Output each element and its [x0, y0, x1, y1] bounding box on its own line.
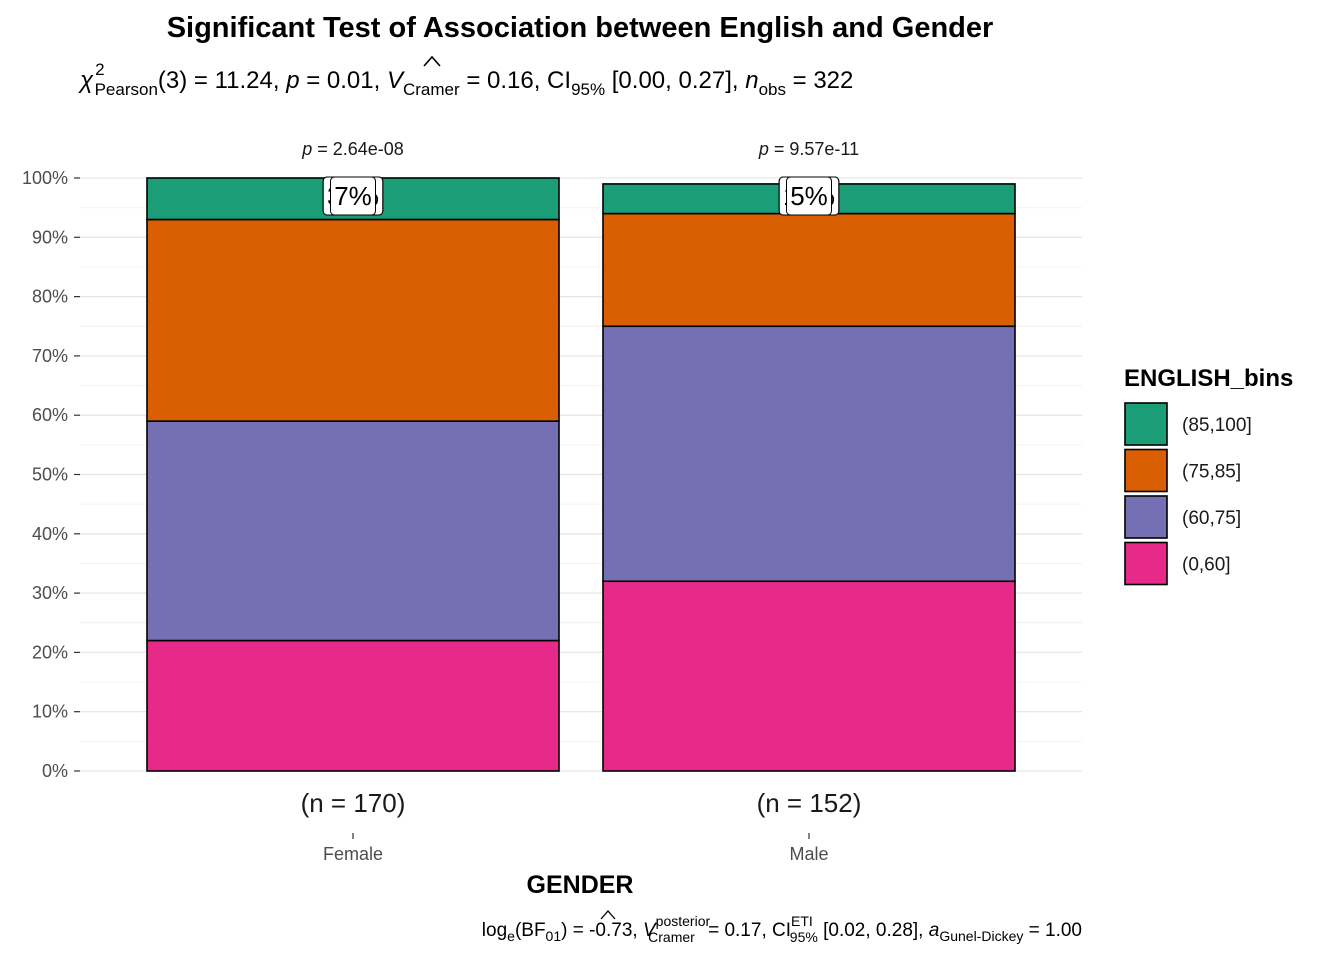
v-hat-accent [423, 55, 441, 67]
chart-title: Significant Test of Association between … [167, 12, 994, 44]
v-hat-posterior-accent [600, 910, 616, 920]
legend-swatch [1124, 495, 1168, 539]
y-tick-label: 40% [32, 524, 68, 544]
data-label-box [330, 176, 376, 216]
chart-caption: loge(BF01) = -0.73, Vposterior Cramer = 0… [482, 913, 1082, 945]
bar-segment [146, 639, 560, 772]
bar-segment [602, 212, 1016, 328]
y-tick-label: 60% [32, 405, 68, 425]
x-tick-label: Female [323, 844, 383, 864]
x-axis: (n = 170) Female (n = 152) Male [301, 788, 862, 864]
y-tick-label: 90% [32, 227, 68, 247]
y-axis-ticks: 0% 10% 20% 30% 40% 50% 60% 70% 80% 90% 100% [22, 168, 80, 781]
p-value-label: p = 9.57e-11 [758, 139, 859, 159]
bar-segment [602, 580, 1016, 772]
bar-segment [602, 325, 1016, 583]
sample-size-label: (n = 170) [301, 788, 406, 818]
legend-label: (85,100] [1182, 415, 1252, 436]
y-tick-label: 0% [42, 761, 68, 781]
y-tick-label: 100% [22, 168, 68, 188]
p-value-label: p = 2.64e-08 [301, 139, 404, 159]
legend-title: ENGLISH_bins [1124, 365, 1293, 392]
legend: ENGLISH_bins (85,100] (75,85] (60,75] (0,60… [1124, 365, 1293, 586]
bar-segment [146, 218, 560, 422]
bar-segment [146, 420, 560, 642]
legend-label: (60,75] [1182, 508, 1241, 529]
y-tick-label: 10% [32, 702, 68, 722]
y-tick-label: 70% [32, 346, 68, 366]
data-label: 5% [790, 181, 828, 211]
legend-label: (75,85] [1182, 462, 1241, 483]
x-tick-label: Male [789, 844, 828, 864]
x-axis-title: GENDER [527, 871, 634, 899]
sample-size-label: (n = 152) [757, 788, 862, 818]
legend-swatch [1124, 541, 1168, 586]
y-tick-label: 30% [32, 583, 68, 603]
p-value-labels: p = 2.64e-08 p = 9.57e-11 [301, 139, 859, 159]
chart-subtitle: χ 2 Pearson(3) = 11.24, p = 0.01, VCramer … [78, 60, 853, 99]
data-label: 7% [334, 181, 372, 211]
y-tick-label: 50% [32, 465, 68, 485]
y-tick-label: 80% [32, 287, 68, 307]
data-labels: 22%37%34%7%32%43%19%5% [322, 176, 840, 216]
legend-label: (0,60] [1182, 555, 1231, 576]
y-tick-label: 20% [32, 642, 68, 662]
legend-swatch [1124, 402, 1168, 446]
data-label-box [786, 176, 832, 216]
legend-swatch [1124, 448, 1168, 493]
